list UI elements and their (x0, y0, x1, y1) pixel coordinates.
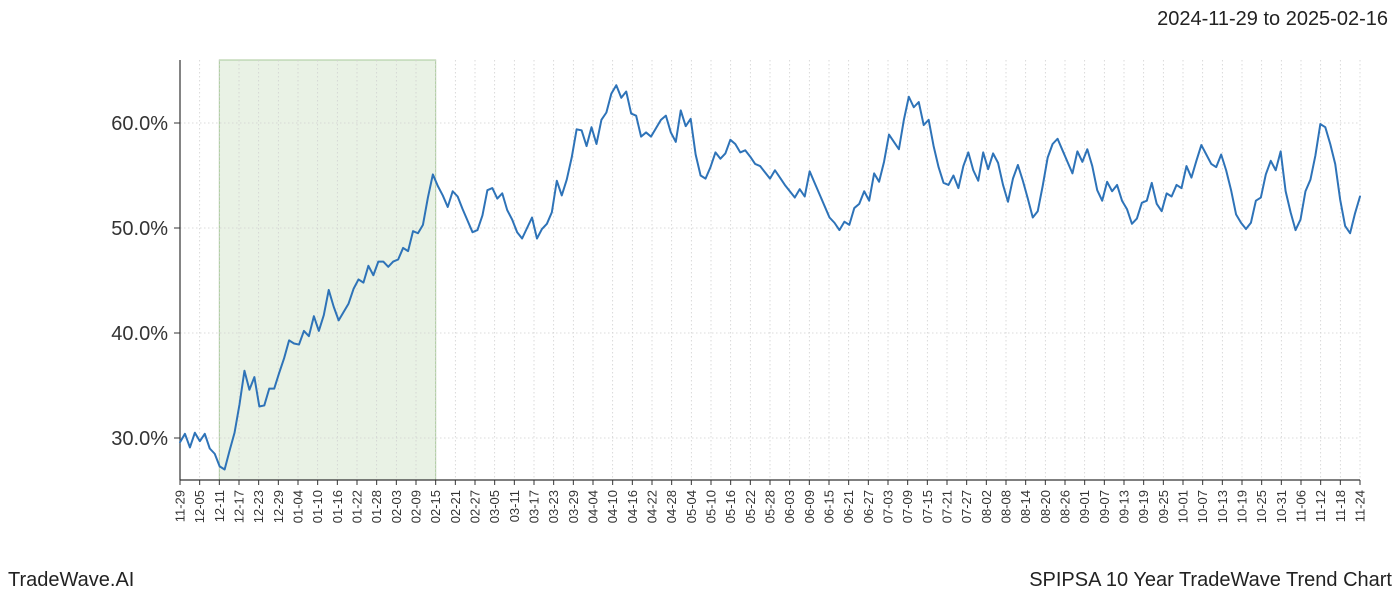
svg-text:11-24: 11-24 (1353, 490, 1368, 522)
svg-text:08-08: 08-08 (999, 490, 1014, 523)
svg-text:12-17: 12-17 (232, 490, 247, 523)
svg-text:04-10: 04-10 (605, 490, 620, 523)
svg-text:07-21: 07-21 (940, 490, 955, 523)
chart-area: 30.0% 40.0% 50.0% 60.0% 11-29 12-05 12-11 12-17… (0, 40, 1400, 550)
svg-text:05-22: 05-22 (743, 490, 758, 523)
svg-text:01-10: 01-10 (310, 490, 325, 523)
svg-text:12-29: 12-29 (271, 490, 286, 523)
svg-text:05-16: 05-16 (723, 490, 738, 523)
svg-text:10-01: 10-01 (1176, 490, 1191, 523)
footer-brand: TradeWave.AI (8, 569, 134, 592)
svg-text:05-10: 05-10 (704, 490, 719, 523)
svg-text:11-18: 11-18 (1333, 490, 1348, 522)
svg-text:06-03: 06-03 (782, 490, 797, 523)
svg-text:10-25: 10-25 (1254, 490, 1269, 523)
svg-text:09-07: 09-07 (1097, 490, 1112, 523)
svg-text:09-19: 09-19 (1136, 490, 1151, 523)
svg-text:12-23: 12-23 (251, 490, 266, 523)
svg-text:04-28: 04-28 (664, 490, 679, 523)
svg-text:08-20: 08-20 (1038, 490, 1053, 523)
svg-text:05-28: 05-28 (763, 490, 778, 523)
svg-text:11-29: 11-29 (173, 490, 188, 522)
svg-text:09-01: 09-01 (1077, 490, 1092, 523)
svg-text:11-12: 11-12 (1313, 490, 1328, 522)
svg-text:03-17: 03-17 (527, 490, 542, 523)
svg-text:10-13: 10-13 (1215, 490, 1230, 523)
svg-text:04-16: 04-16 (625, 490, 640, 523)
svg-text:08-02: 08-02 (979, 490, 994, 523)
svg-text:50.0%: 50.0% (111, 218, 168, 240)
svg-text:06-09: 06-09 (802, 490, 817, 523)
chart-container: 2024-11-29 to 2025-02-16 30.0% 40.0% 50.0%… (0, 0, 1400, 600)
svg-text:11-06: 11-06 (1294, 490, 1309, 522)
svg-text:02-27: 02-27 (468, 490, 483, 523)
svg-text:12-05: 12-05 (192, 490, 207, 523)
svg-text:06-15: 06-15 (822, 490, 837, 523)
svg-text:09-13: 09-13 (1117, 490, 1132, 523)
svg-text:03-23: 03-23 (546, 490, 561, 523)
svg-text:01-16: 01-16 (330, 490, 345, 523)
svg-text:10-31: 10-31 (1274, 490, 1289, 523)
date-range-label: 2024-11-29 to 2025-02-16 (1157, 8, 1388, 31)
svg-text:02-03: 02-03 (389, 490, 404, 523)
svg-text:12-11: 12-11 (212, 490, 227, 522)
svg-text:03-29: 03-29 (566, 490, 581, 523)
svg-text:07-09: 07-09 (900, 490, 915, 523)
svg-text:02-15: 02-15 (428, 490, 443, 523)
svg-text:07-27: 07-27 (959, 490, 974, 523)
svg-text:03-11: 03-11 (507, 490, 522, 522)
svg-text:02-21: 02-21 (448, 490, 463, 523)
svg-text:08-14: 08-14 (1018, 490, 1033, 523)
svg-text:10-19: 10-19 (1235, 490, 1250, 523)
svg-text:10-07: 10-07 (1195, 490, 1210, 523)
svg-text:06-21: 06-21 (841, 490, 856, 523)
svg-text:60.0%: 60.0% (111, 113, 168, 135)
svg-text:06-27: 06-27 (861, 490, 876, 523)
svg-text:05-04: 05-04 (684, 490, 699, 523)
svg-text:07-15: 07-15 (920, 490, 935, 523)
svg-text:04-04: 04-04 (586, 490, 601, 523)
svg-text:07-03: 07-03 (881, 490, 896, 523)
svg-text:01-28: 01-28 (369, 490, 384, 523)
svg-text:01-22: 01-22 (350, 490, 365, 523)
svg-text:01-04: 01-04 (291, 490, 306, 523)
svg-text:03-05: 03-05 (487, 490, 502, 523)
svg-text:08-26: 08-26 (1058, 490, 1073, 523)
svg-text:30.0%: 30.0% (111, 428, 168, 450)
svg-text:04-22: 04-22 (645, 490, 660, 523)
line-chart-svg: 30.0% 40.0% 50.0% 60.0% 11-29 12-05 12-11 12-17… (0, 40, 1400, 550)
svg-text:09-25: 09-25 (1156, 490, 1171, 523)
footer-chart-title: SPIPSA 10 Year TradeWave Trend Chart (1029, 569, 1392, 592)
svg-text:02-09: 02-09 (409, 490, 424, 523)
svg-text:40.0%: 40.0% (111, 323, 168, 345)
